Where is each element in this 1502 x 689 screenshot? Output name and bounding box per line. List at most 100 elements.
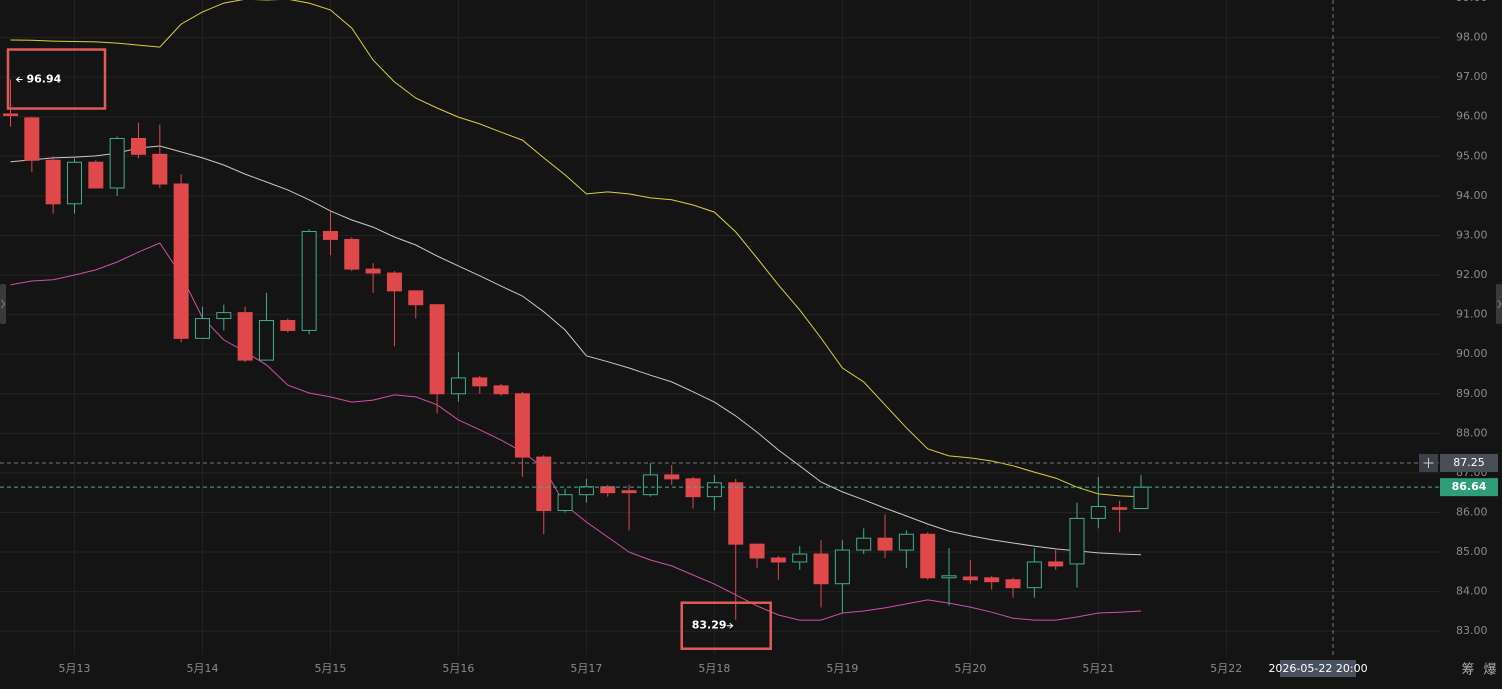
x-tick-label: 5月20 xyxy=(954,662,986,675)
toolbar-button[interactable]: 筹 xyxy=(1461,662,1474,678)
candle-body xyxy=(877,537,893,551)
y-tick-label: 94.00 xyxy=(1456,189,1488,202)
y-tick-label: 93.00 xyxy=(1456,228,1488,241)
candle-body xyxy=(322,230,338,240)
crosshair-time-box xyxy=(1280,660,1356,677)
candle-body xyxy=(344,238,360,270)
candle-body xyxy=(450,377,466,395)
candle-body xyxy=(685,478,701,498)
candle-body xyxy=(88,161,104,189)
candle-body xyxy=(536,456,552,512)
candle-body xyxy=(856,537,872,551)
candle-body xyxy=(45,159,61,205)
x-tick-label: 5月13 xyxy=(58,662,90,675)
y-tick-label: 98.00 xyxy=(1456,31,1488,44)
x-tick-label: 5月21 xyxy=(1082,662,1114,675)
candle-body xyxy=(493,385,509,395)
candle-body xyxy=(386,272,402,292)
candle-body xyxy=(1048,561,1064,567)
handle-arrow xyxy=(1,299,6,309)
candle-body xyxy=(408,290,424,306)
y-tick-label: 97.00 xyxy=(1456,70,1488,83)
y-tick-label: 90.00 xyxy=(1456,347,1488,360)
candle-body xyxy=(578,486,594,496)
overlay: 87.25 2026-05-22 20:00 86.64 96.94 83.29 xyxy=(0,0,1498,677)
y-tick-label: 95.00 xyxy=(1456,149,1488,162)
x-tick-label: 5月19 xyxy=(826,662,858,675)
candle-body xyxy=(600,486,616,494)
candle-body xyxy=(514,393,530,458)
candle-body xyxy=(898,533,914,551)
last-price: 86.64 xyxy=(1452,480,1487,493)
crosshair-price-box xyxy=(1440,454,1498,473)
high-marker: 96.94 xyxy=(27,73,62,86)
candle-body xyxy=(621,490,637,494)
candle-body xyxy=(24,117,40,161)
high-arrow xyxy=(15,76,23,83)
x-tick-label: 5月17 xyxy=(570,662,602,675)
band-line xyxy=(10,0,1142,498)
candle-body xyxy=(130,137,146,155)
candle-body xyxy=(3,113,18,117)
candle-body xyxy=(557,494,573,512)
y-tick-label: 92.00 xyxy=(1456,268,1488,281)
y-tick-label: 84.00 xyxy=(1456,585,1488,598)
candle-body xyxy=(1005,579,1021,589)
y-tick-label: 83.00 xyxy=(1456,624,1488,637)
toolbar-button[interactable]: 爆 xyxy=(1483,663,1496,678)
candle-body xyxy=(66,161,82,205)
low-arrow xyxy=(726,622,734,629)
candle-body xyxy=(1069,517,1085,565)
candle-body xyxy=(962,576,978,581)
x-tick-label: 5月22 xyxy=(1210,662,1242,675)
candle-body xyxy=(301,230,317,331)
x-tick-label: 5月18 xyxy=(698,662,730,675)
x-tick-label: 5月16 xyxy=(442,662,474,675)
candle-body xyxy=(365,268,381,274)
y-tick-label: 86.00 xyxy=(1456,505,1488,518)
candle-body xyxy=(770,557,786,563)
candle-body xyxy=(173,183,189,339)
band-line xyxy=(10,145,1142,556)
low-marker: 83.29 xyxy=(692,619,727,632)
add-icon xyxy=(1423,458,1434,469)
candle-body xyxy=(984,577,1000,583)
y-tick-label: 88.00 xyxy=(1456,426,1488,439)
candle-body xyxy=(834,549,850,585)
candle-body xyxy=(1026,561,1042,589)
x-tick-label: 5月14 xyxy=(186,662,218,675)
x-tick-label: 5月15 xyxy=(314,662,346,675)
candle-body xyxy=(1090,506,1106,519)
candle-body xyxy=(920,533,936,579)
y-tick-label: 89.00 xyxy=(1456,387,1488,400)
candle-body xyxy=(216,312,232,320)
crosshair-price: 87.25 xyxy=(1453,456,1485,469)
y-tick-label: 91.00 xyxy=(1456,308,1488,321)
y-tick-label: 96.00 xyxy=(1456,110,1488,123)
candle-body xyxy=(1133,486,1149,510)
candle-body xyxy=(280,320,296,331)
candle-body xyxy=(258,320,274,361)
candle-body xyxy=(152,153,168,185)
candle-body xyxy=(642,474,658,496)
candle-body xyxy=(109,137,125,189)
side-handle[interactable] xyxy=(1496,284,1502,324)
candle-body xyxy=(941,575,957,579)
candle-body xyxy=(728,482,744,545)
candle-body xyxy=(664,474,680,480)
candle-body xyxy=(1112,507,1128,510)
highlight-box xyxy=(6,48,107,110)
candle-body xyxy=(706,482,722,498)
candle-body xyxy=(237,312,253,361)
candle-body xyxy=(429,304,445,395)
side-handle[interactable] xyxy=(0,284,6,324)
candle-body xyxy=(472,377,488,387)
band-line xyxy=(10,242,1142,621)
y-tick-label: 85.00 xyxy=(1456,545,1488,558)
candle-body xyxy=(813,553,829,585)
crosshair-time: 2026-05-22 20:00 xyxy=(1268,662,1367,675)
highlight-box xyxy=(680,601,772,650)
